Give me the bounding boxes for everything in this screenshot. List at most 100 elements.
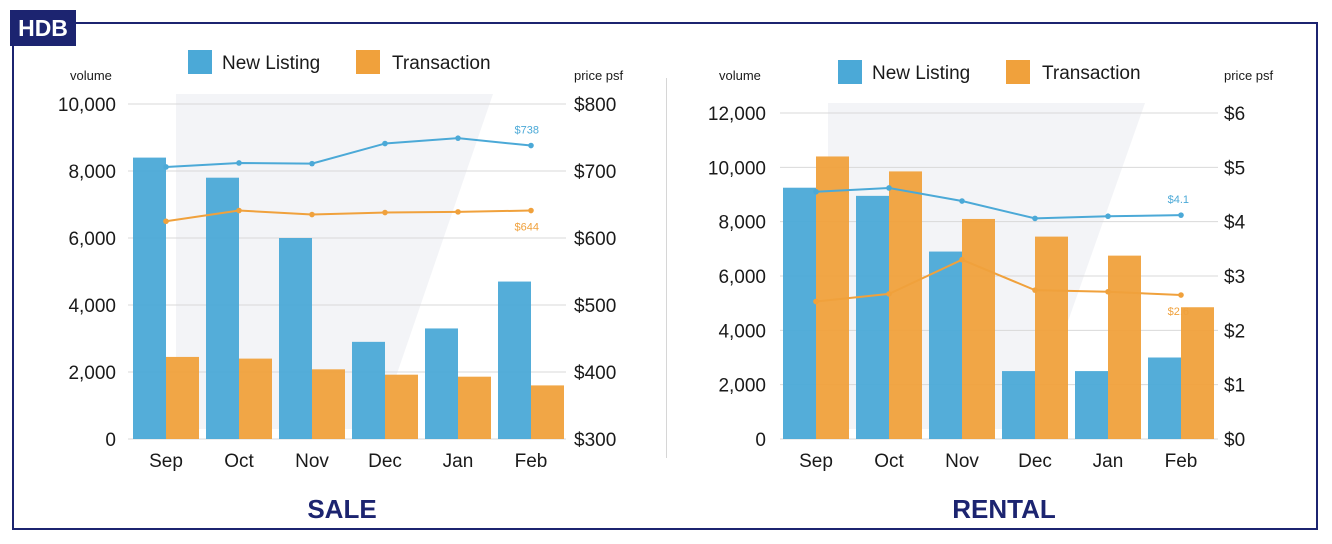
sale-category-label: Nov [295, 451, 329, 472]
rental-right-tick-label: $4 [1224, 213, 1246, 234]
sale-legend-label-transaction: Transaction [392, 53, 491, 74]
rental-category-label: Feb [1165, 451, 1198, 472]
sale-bar-transaction [531, 385, 564, 439]
sale-right-tick-label: $300 [574, 430, 616, 451]
sale-line-transaction [165, 209, 532, 223]
rental-right-tick-label: $3 [1224, 267, 1245, 288]
rental-bar-new-listing [856, 195, 889, 439]
sale-legend-label-new-listing: New Listing [222, 53, 320, 74]
rental-line-point [1178, 292, 1184, 298]
rental-line-point [813, 298, 819, 305]
rental-bar-new-listing [929, 251, 962, 439]
rental-end-label: $4.1 [1168, 194, 1189, 206]
sale-legend-swatch-transaction [356, 50, 380, 74]
rental-line-point [886, 291, 892, 297]
sale-bar-new-listing [133, 157, 166, 439]
rental-category-label: Nov [945, 451, 979, 472]
sale-right-axis-label: price psf [574, 68, 624, 83]
sale-right-tick-label: $500 [574, 296, 616, 317]
rental-bar-transaction [1181, 307, 1214, 439]
rental-right-tick-label: $0 [1224, 430, 1245, 451]
rental-legend-label-new-listing: New Listing [872, 63, 970, 84]
sale-bar-new-listing [498, 281, 531, 439]
sale-line-point [528, 207, 534, 214]
rental-right-tick-label: $1 [1224, 376, 1245, 397]
sale-line-point [163, 218, 169, 225]
rental-right-tick-label: $5 [1224, 158, 1245, 179]
rental-line-new-listing [815, 186, 1182, 220]
rental-legend-swatch-new-listing [838, 60, 862, 84]
chart-frame [12, 22, 1318, 530]
sale-legend-swatch-new-listing [188, 50, 212, 74]
rental-bar-new-listing [1002, 371, 1035, 439]
rental-left-tick-label: 0 [755, 430, 766, 451]
rental-bar-transaction [1035, 236, 1068, 439]
sale-line-new-listing [165, 137, 532, 168]
sale-category-label: Dec [368, 451, 402, 472]
sale-end-label: $738 [515, 125, 539, 137]
sale-bar-transaction [239, 358, 272, 439]
rental-line-point [813, 188, 819, 195]
sale-bar-new-listing [206, 177, 239, 439]
rental-bar-new-listing [1075, 371, 1108, 439]
rental-right-tick-label: $2 [1224, 321, 1245, 342]
rental-category-label: Jan [1093, 451, 1124, 472]
sale-left-tick-label: 8,000 [68, 162, 116, 183]
sale-left-tick-label: 4,000 [68, 296, 116, 317]
rental-category-label: Sep [799, 451, 833, 472]
sale-line-point [455, 135, 461, 141]
sale-bar-transaction [458, 376, 491, 439]
rental-right-axis-label: price psf [1224, 68, 1274, 83]
sale-bar-new-listing [279, 238, 312, 439]
sale-left-tick-label: 2,000 [68, 363, 116, 384]
rental-bar-new-listing [783, 187, 816, 439]
rental-left-tick-label: 2,000 [718, 376, 766, 397]
sale-bar-transaction [385, 374, 418, 439]
sale-category-label: Sep [149, 451, 183, 472]
sale-left-tick-label: 6,000 [68, 229, 116, 250]
rental-line-point [1105, 288, 1111, 295]
rental-end-label: $2.6 [1168, 306, 1189, 318]
rental-left-tick-label: 12,000 [708, 104, 766, 125]
sale-left-tick-label: 10,000 [58, 95, 116, 116]
sale-bar-transaction [312, 369, 345, 439]
sale-right-tick-label: $800 [574, 95, 616, 116]
rental-category-label: Oct [874, 451, 904, 472]
sale-line-point [455, 209, 461, 215]
sale-line-point [382, 209, 388, 216]
rental-right-tick-label: $6 [1224, 104, 1245, 125]
sale-bar-transaction [166, 356, 199, 439]
rental-left-tick-label: 10,000 [708, 158, 766, 179]
rental-panel-title: RENTAL [952, 494, 1056, 524]
sale-line-point [528, 142, 534, 149]
sale-category-label: Oct [224, 451, 254, 472]
sale-line-point [309, 160, 315, 167]
sale-bar-new-listing [425, 328, 458, 439]
sale-watermark [176, 94, 493, 429]
sale-category-label: Feb [515, 451, 548, 472]
hdb-badge: HDB [10, 10, 76, 46]
sale-category-label: Jan [443, 451, 474, 472]
rental-line-transaction [815, 258, 1182, 303]
rental-line-point [959, 256, 965, 263]
sale-panel-title: SALE [307, 494, 376, 524]
rental-legend-label-transaction: Transaction [1042, 63, 1141, 84]
sale-line-point [309, 211, 315, 218]
sale-left-tick-label: 0 [105, 430, 116, 451]
rental-category-label: Dec [1018, 451, 1052, 472]
rental-line-point [886, 185, 892, 191]
sale-right-tick-label: $400 [574, 363, 616, 384]
sale-right-tick-label: $600 [574, 229, 616, 250]
sale-left-axis-label: volume [70, 68, 112, 83]
rental-line-point [1105, 213, 1111, 220]
rental-bar-new-listing [1148, 357, 1181, 439]
rental-line-point [959, 198, 965, 204]
rental-bar-transaction [962, 218, 995, 439]
sale-right-tick-label: $700 [574, 162, 616, 183]
rental-left-tick-label: 4,000 [718, 321, 766, 342]
rental-left-tick-label: 6,000 [718, 267, 766, 288]
sale-line-point [163, 164, 169, 170]
sale-bar-new-listing [352, 341, 385, 439]
sale-line-point [236, 207, 242, 214]
